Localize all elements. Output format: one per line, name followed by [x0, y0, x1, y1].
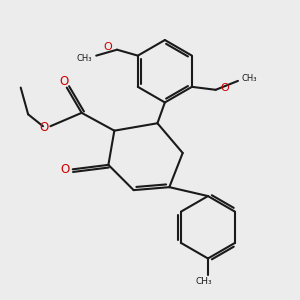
Text: CH₃: CH₃ — [195, 277, 212, 286]
Text: CH₃: CH₃ — [76, 54, 92, 63]
Text: O: O — [60, 74, 69, 88]
Text: O: O — [61, 163, 70, 176]
Text: CH₃: CH₃ — [242, 74, 257, 83]
Text: O: O — [104, 42, 112, 52]
Text: O: O — [221, 83, 230, 93]
Text: O: O — [40, 121, 49, 134]
